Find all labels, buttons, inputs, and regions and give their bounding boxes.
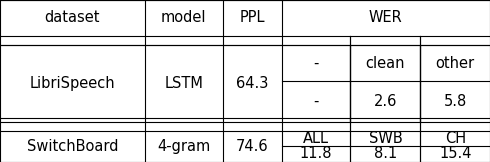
Text: 2.6: 2.6 <box>374 94 397 109</box>
Text: WER: WER <box>369 10 403 25</box>
Text: CH: CH <box>444 131 466 146</box>
Text: 64.3: 64.3 <box>236 76 269 91</box>
Text: dataset: dataset <box>45 10 100 25</box>
Text: -: - <box>314 56 318 71</box>
Text: LibriSpeech: LibriSpeech <box>29 76 115 91</box>
Text: 74.6: 74.6 <box>236 139 269 154</box>
Text: 15.4: 15.4 <box>439 146 471 161</box>
Text: 4-gram: 4-gram <box>157 139 210 154</box>
Text: model: model <box>161 10 206 25</box>
Text: -: - <box>314 94 318 109</box>
Text: ALL: ALL <box>303 131 329 146</box>
Text: clean: clean <box>366 56 405 71</box>
Text: SWB: SWB <box>368 131 402 146</box>
Text: 11.8: 11.8 <box>300 146 332 161</box>
Text: LSTM: LSTM <box>164 76 203 91</box>
Text: 8.1: 8.1 <box>374 146 397 161</box>
Text: PPL: PPL <box>240 10 265 25</box>
Text: other: other <box>436 56 475 71</box>
Text: 5.8: 5.8 <box>443 94 467 109</box>
Text: SwitchBoard: SwitchBoard <box>26 139 118 154</box>
